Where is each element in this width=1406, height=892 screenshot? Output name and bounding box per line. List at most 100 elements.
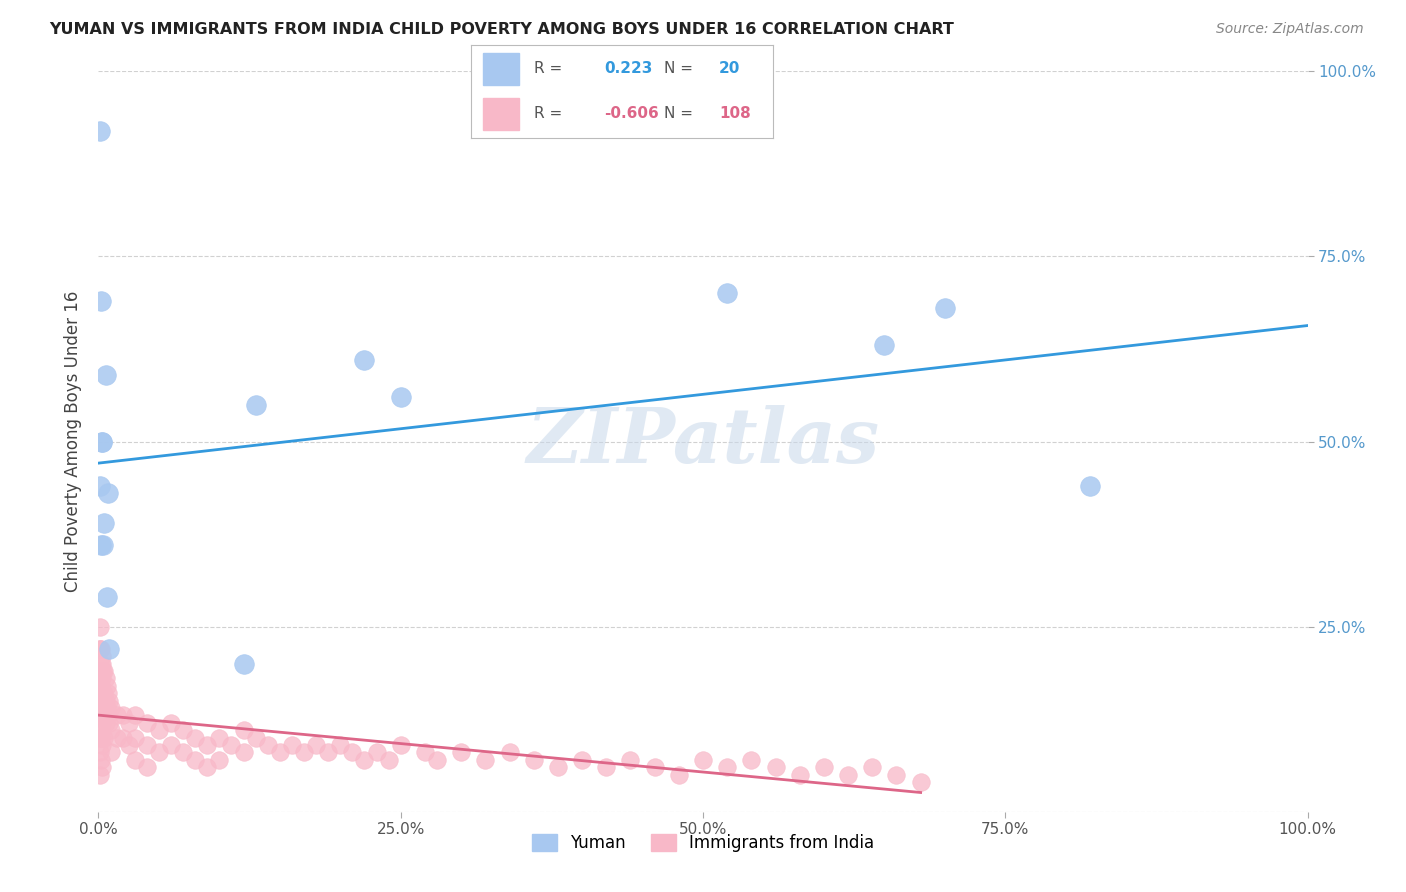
Point [172, 746, 194, 760]
Point [910, 775, 932, 789]
Point [474, 753, 496, 767]
Point [96, 701, 118, 715]
Point [90, 701, 112, 715]
Point [269, 746, 291, 760]
Point [232, 657, 254, 671]
Point [450, 746, 472, 760]
Point [413, 746, 436, 760]
Point [94, 694, 117, 708]
Point [105, 731, 128, 745]
Point [89, 641, 111, 656]
Point [498, 746, 520, 760]
Point [135, 715, 157, 730]
Text: -0.606: -0.606 [605, 106, 659, 121]
Point [90, 753, 112, 767]
Point [118, 715, 141, 730]
Text: YUMAN VS IMMIGRANTS FROM INDIA CHILD POVERTY AMONG BOYS UNDER 16 CORRELATION CHA: YUMAN VS IMMIGRANTS FROM INDIA CHILD POV… [49, 22, 955, 37]
Point [716, 286, 738, 301]
Point [91, 686, 114, 700]
Point [90, 708, 112, 723]
Text: R =: R = [534, 106, 562, 121]
Point [256, 738, 278, 752]
Point [100, 701, 122, 715]
Point [89, 479, 111, 493]
Point [353, 753, 375, 767]
Point [94, 368, 117, 382]
Point [619, 753, 641, 767]
Point [89, 694, 111, 708]
Point [523, 753, 546, 767]
Point [692, 753, 714, 767]
Point [160, 715, 183, 730]
Point [100, 723, 122, 738]
Point [934, 301, 956, 316]
Point [740, 753, 762, 767]
Text: 108: 108 [718, 106, 751, 121]
Text: 20: 20 [718, 62, 741, 77]
Point [111, 731, 134, 745]
Point [765, 760, 787, 774]
Point [342, 746, 364, 760]
Point [93, 708, 115, 723]
Point [105, 708, 128, 723]
Point [221, 738, 243, 752]
Point [100, 746, 122, 760]
Point [91, 672, 114, 686]
Point [97, 708, 120, 723]
Point [91, 434, 114, 449]
Text: ZIPatlas: ZIPatlas [526, 405, 880, 478]
Point [860, 760, 883, 774]
Point [91, 657, 114, 671]
Point [789, 767, 811, 781]
Point [90, 293, 112, 308]
Point [89, 746, 111, 760]
Point [90, 641, 112, 656]
Point [118, 738, 141, 752]
Point [98, 641, 121, 656]
Point [668, 767, 690, 781]
Point [389, 390, 412, 404]
Text: Source: ZipAtlas.com: Source: ZipAtlas.com [1216, 22, 1364, 37]
Point [97, 686, 120, 700]
Point [208, 731, 231, 745]
Point [232, 723, 254, 738]
Point [148, 723, 170, 738]
Point [135, 760, 157, 774]
Point [245, 731, 267, 745]
Point [90, 723, 112, 738]
Point [329, 738, 352, 752]
Point [426, 753, 449, 767]
Point [91, 760, 114, 774]
Point [208, 753, 231, 767]
Point [547, 760, 569, 774]
Point [148, 746, 170, 760]
Point [377, 753, 399, 767]
Point [837, 767, 859, 781]
Point [93, 686, 115, 700]
Point [305, 738, 328, 752]
Text: N =: N = [665, 62, 693, 77]
Y-axis label: Child Poverty Among Boys Under 16: Child Poverty Among Boys Under 16 [65, 291, 83, 592]
Point [292, 746, 315, 760]
Point [195, 738, 218, 752]
Point [813, 760, 835, 774]
Point [160, 738, 183, 752]
Legend: Yuman, Immigrants from India: Yuman, Immigrants from India [524, 828, 882, 859]
Point [571, 753, 593, 767]
Point [89, 619, 111, 633]
Point [93, 731, 115, 745]
Point [172, 723, 194, 738]
Point [595, 760, 617, 774]
Point [245, 398, 267, 412]
Point [316, 746, 339, 760]
Point [644, 760, 666, 774]
Point [90, 731, 112, 745]
Point [91, 715, 114, 730]
Point [89, 731, 111, 745]
Point [91, 664, 114, 678]
Point [89, 679, 111, 693]
Point [98, 694, 121, 708]
Point [886, 767, 908, 781]
Point [184, 753, 207, 767]
Point [124, 731, 146, 745]
